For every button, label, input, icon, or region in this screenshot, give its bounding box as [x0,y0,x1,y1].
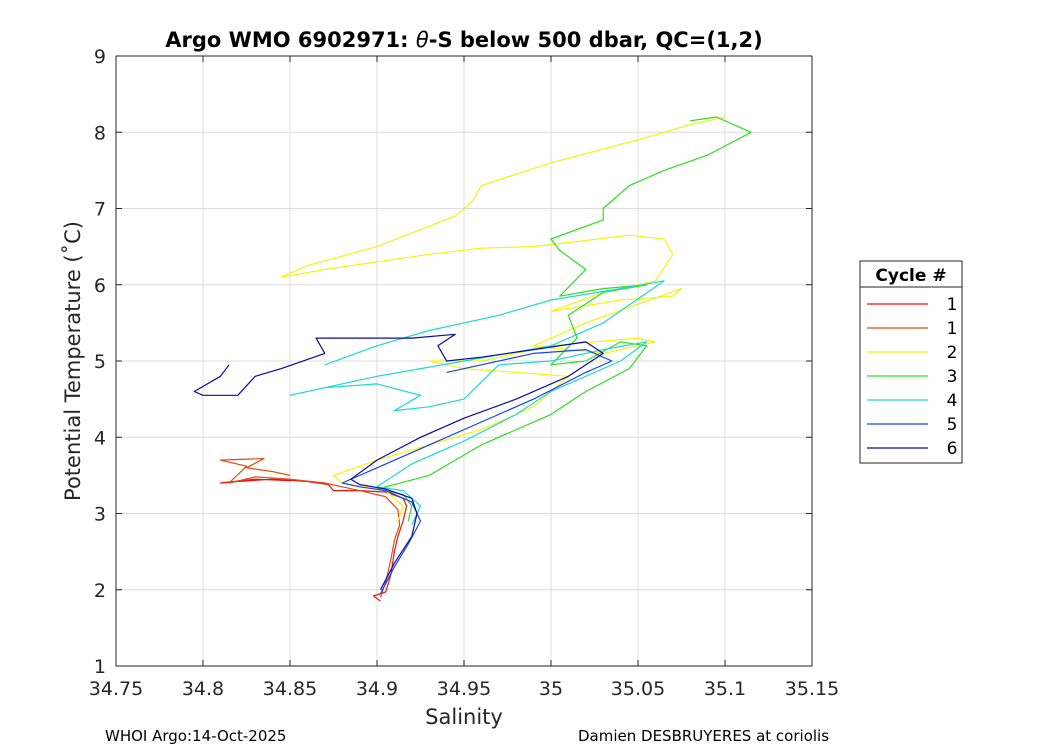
y-tick-label: 8 [94,122,106,144]
y-tick-label: 4 [94,427,106,449]
series-lines [193,116,752,602]
y-tick-label: 6 [94,275,106,297]
footer-right: Damien DESBRUYERES at coriolis [578,727,829,745]
legend-label: 1 [947,295,958,315]
legend-label: 1 [947,319,958,339]
x-tick-label: 35.1 [704,678,746,700]
legend-label: 3 [947,367,958,387]
x-tick-label: 35.05 [611,678,665,700]
y-tick-label: 2 [94,580,106,602]
x-tick-label: 34.8 [182,678,224,700]
axis-ticks: 34.75 34.8 34.85 34.9 34.95 35 35.05 35.1 35.151… [89,46,839,700]
legend-box [859,260,963,464]
y-axis-label: Potential Temperature (˚C) [61,221,85,501]
y-tick-label: 7 [94,199,106,221]
legend-label: 5 [947,415,958,435]
series-line-cycle-2-2 [280,116,726,522]
x-tick-label: 35 [539,678,563,700]
x-tick-label: 34.9 [356,678,398,700]
series-line-cycle-5-5 [341,349,613,594]
series-line-cycle-3-3 [376,116,752,522]
chart-title: Argo WMO 6902971: θ-S below 500 dbar, QC… [165,28,762,52]
legend-label: 6 [947,439,958,459]
x-tick-label: 34.85 [263,678,317,700]
x-axis-label: Salinity [425,705,503,729]
y-tick-label: 5 [94,351,106,373]
series-line-cycle-4-4 [289,280,665,526]
legend-label: 4 [947,391,958,411]
series-line-cycle-1-1 [219,458,401,598]
y-tick-label: 1 [94,656,106,678]
y-tick-label: 3 [94,504,106,526]
grid-lines [115,55,813,667]
y-tick-label: 9 [94,46,106,68]
x-tick-label: 34.95 [437,678,491,700]
legend: Cycle # 1 1 2 3 4 5 6 [859,260,963,464]
legend-label: 2 [947,343,958,363]
footer-left: WHOI Argo:14-Oct-2025 [105,727,286,745]
series-line-cycle-6-6 [193,333,604,591]
x-tick-label: 34.75 [89,678,143,700]
x-tick-label: 35.15 [785,678,839,700]
legend-items: 1 1 2 3 4 5 6 [867,295,957,459]
legend-title: Cycle # [875,266,946,286]
